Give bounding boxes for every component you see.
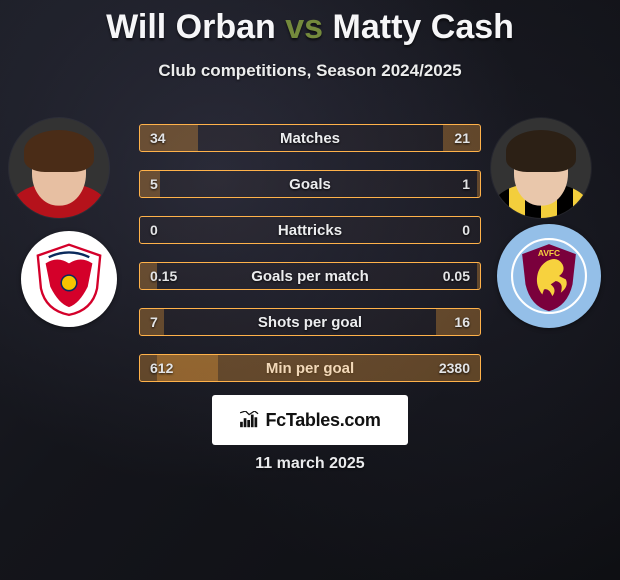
stat-row: 0.15 Goals per match 0.05 [139, 262, 481, 290]
stat-value-left: 5 [150, 176, 158, 192]
infographic: Will Orban vs Matty Cash Club competitio… [0, 0, 620, 580]
stat-value-left: 0 [150, 222, 158, 238]
stat-row: 34 Matches 21 [139, 124, 481, 152]
stat-row: 7 Shots per goal 16 [139, 308, 481, 336]
stat-label: Hattricks [278, 222, 342, 239]
player1-face-icon [9, 118, 109, 218]
player2-portrait [491, 118, 591, 218]
stat-label: Goals per match [251, 268, 369, 285]
stat-value-right: 21 [454, 130, 470, 146]
date: 11 march 2025 [0, 455, 620, 473]
stat-value-right: 2380 [439, 360, 470, 376]
player1-portrait [9, 118, 109, 218]
rb-leipzig-icon [30, 240, 108, 318]
stat-value-right: 0 [462, 222, 470, 238]
stat-value-right: 0.05 [443, 268, 470, 284]
player2-club-logo: AVFC [497, 224, 601, 328]
stat-row: 612Min per goal2380 [139, 354, 481, 382]
stat-label: Matches [280, 130, 340, 147]
stat-fill-right [477, 263, 480, 289]
player2-face-icon [491, 118, 591, 218]
stat-value-left: 0.15 [150, 268, 177, 284]
stat-label: Goals [289, 176, 331, 193]
chart-bars-icon [239, 411, 261, 429]
stat-value-right: 1 [462, 176, 470, 192]
title-player1: Will Orban [106, 8, 276, 46]
stats-table: 34 Matches 21 5 Goals 1 0 Hattricks 0 0.15 Goals p… [139, 124, 481, 400]
stat-fill-right [157, 355, 480, 381]
attribution-badge: FcTables.com [212, 395, 408, 445]
title: Will Orban vs Matty Cash [0, 0, 620, 47]
stat-row: 0 Hattricks 0 [139, 216, 481, 244]
player1-club-logo [21, 231, 117, 327]
stat-label: Shots per goal [258, 314, 362, 331]
title-vs: vs [285, 8, 323, 46]
svg-text:AVFC: AVFC [538, 248, 560, 258]
stat-row: 5 Goals 1 [139, 170, 481, 198]
subtitle: Club competitions, Season 2024/2025 [0, 61, 620, 81]
stat-value-left: 7 [150, 314, 158, 330]
stat-value-left: 34 [150, 130, 166, 146]
stat-fill-right [477, 171, 480, 197]
aston-villa-icon: AVFC [507, 234, 591, 318]
stat-fill-left [140, 125, 198, 151]
attribution-text: FcTables.com [265, 410, 380, 431]
title-player2: Matty Cash [333, 8, 514, 46]
stat-value-right: 16 [454, 314, 470, 330]
stat-value-left: 612 [150, 360, 173, 376]
